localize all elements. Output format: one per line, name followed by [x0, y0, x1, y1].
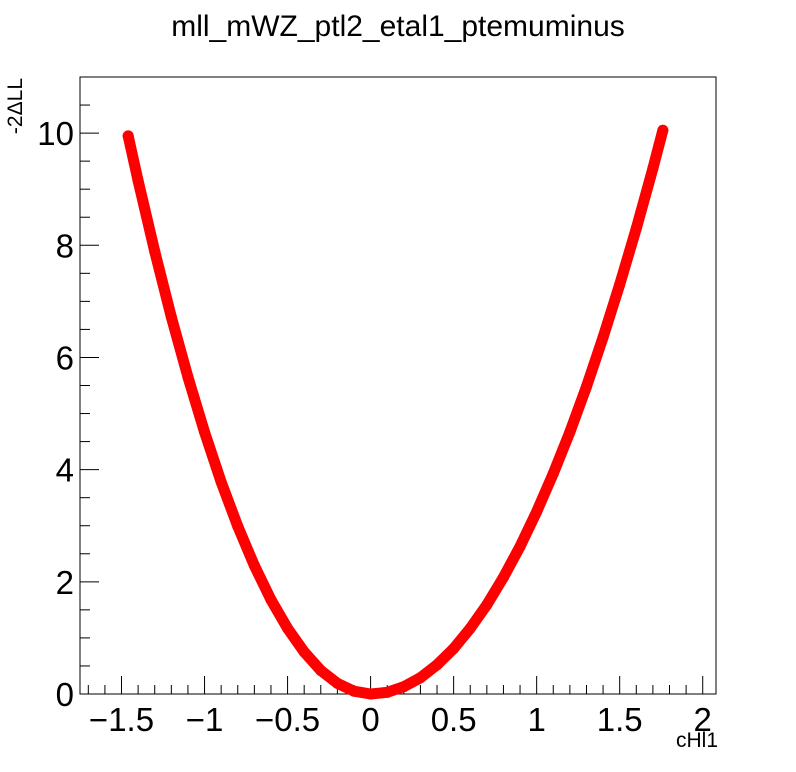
data-point [331, 677, 343, 689]
y-tick-label: 0 [56, 676, 74, 713]
data-point [597, 331, 609, 343]
x-tick-label: −1 [186, 701, 224, 738]
data-point [614, 279, 626, 291]
y-axis-label: -2ΔLL [4, 78, 27, 134]
data-point [132, 175, 144, 187]
data-point [315, 664, 327, 676]
data-point [381, 686, 393, 698]
x-tick-label: 1 [527, 701, 545, 738]
data-point [547, 468, 559, 480]
y-tick-label: 4 [56, 452, 74, 489]
data-point [531, 506, 543, 518]
chart-title: mll_mWZ_ptl2_etal1_ptemuminus [171, 10, 625, 43]
x-axis-ticks [87, 676, 704, 694]
y-axis-ticks [80, 76, 99, 695]
data-point [481, 599, 493, 611]
x-tick-label: 2 [694, 701, 712, 738]
data-point [282, 622, 294, 634]
data-point [232, 520, 244, 532]
data-point [448, 643, 460, 655]
y-tick-label: 2 [56, 564, 74, 601]
series-group [122, 124, 669, 700]
x-axis-label: cHl1 [676, 729, 718, 752]
y-tick-label: 10 [37, 115, 74, 152]
x-tick-label: −1.5 [89, 701, 154, 738]
x-tick-label: 1.5 [597, 701, 643, 738]
data-point [122, 130, 134, 142]
y-tick-label: 8 [56, 227, 74, 264]
data-point [165, 311, 177, 323]
x-tick-label: −0.5 [255, 701, 320, 738]
y-tick-label: 6 [56, 339, 74, 376]
data-point [298, 646, 310, 658]
data-point [464, 622, 476, 634]
data-point [414, 672, 426, 684]
data-point [398, 681, 410, 693]
data-point [348, 685, 360, 697]
data-point [182, 371, 194, 383]
data-point [647, 162, 659, 174]
data-point [365, 688, 377, 700]
data-point [564, 426, 576, 438]
data-point [431, 659, 443, 671]
data-point [149, 245, 161, 257]
x-tick-label: 0.5 [431, 701, 477, 738]
series-line [122, 124, 669, 700]
y-axis-tick-labels: 0 2 4 6 8 10 [37, 115, 74, 713]
data-point [580, 381, 592, 393]
plot-frame [79, 76, 717, 695]
data-point [630, 222, 642, 234]
data-point [265, 594, 277, 606]
data-point [497, 571, 509, 583]
data-point [248, 560, 260, 572]
data-point [215, 476, 227, 488]
data-point [514, 540, 526, 552]
data-point [199, 426, 211, 438]
x-tick-label: 0 [361, 701, 379, 738]
data-point [657, 124, 669, 136]
x-axis-tick-labels: −1.5 −1 −0.5 0 0.5 1 1.5 2 [89, 701, 712, 738]
